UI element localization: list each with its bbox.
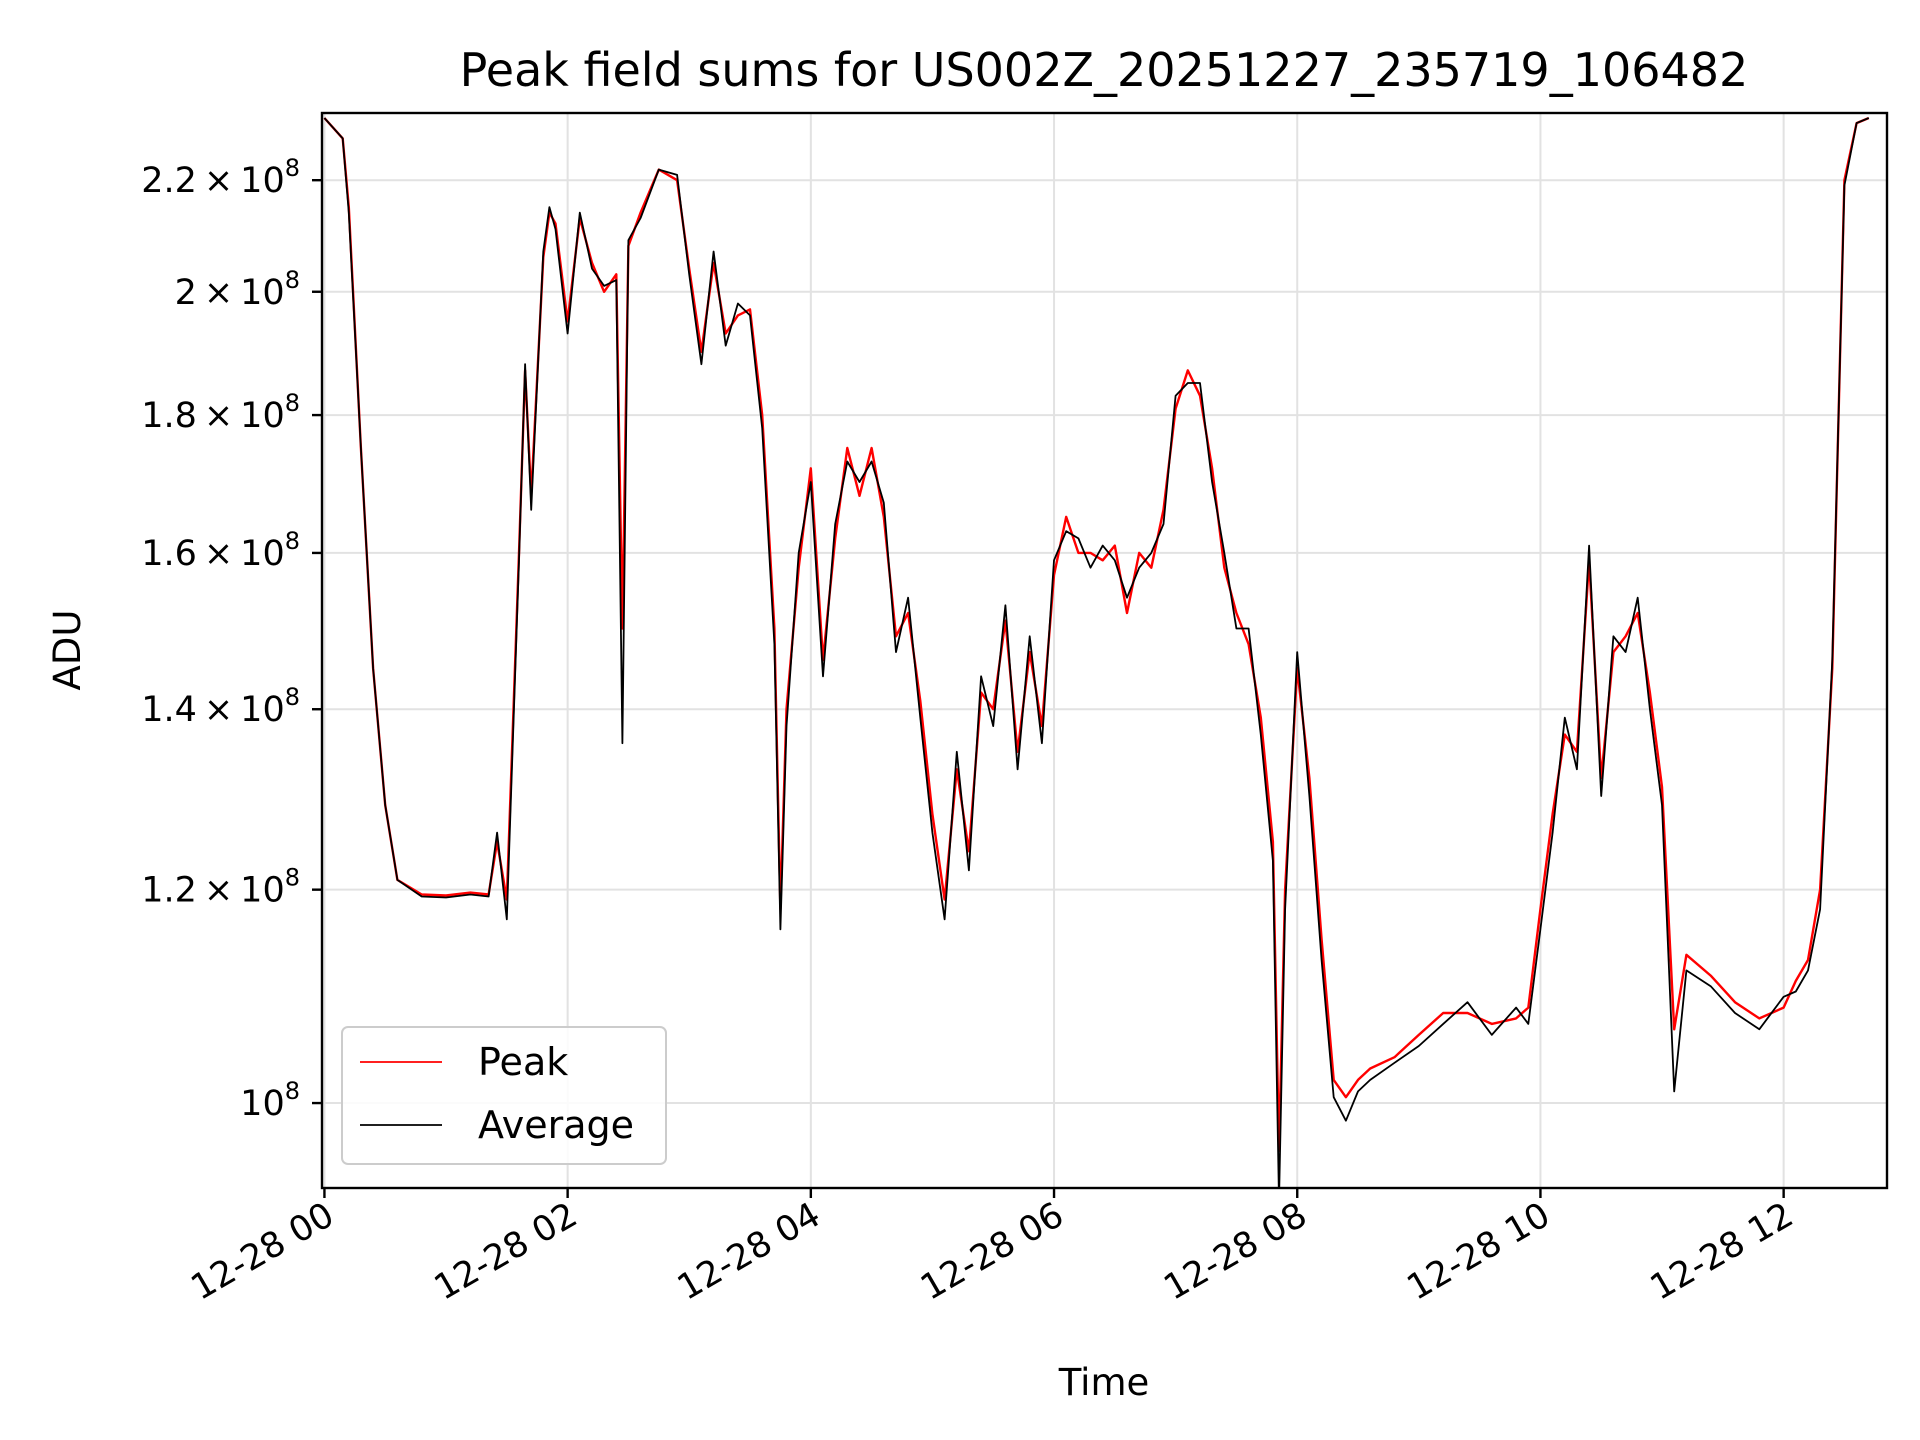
plot-series (323, 116, 1870, 1188)
y-tick-label: 2.2 × 108 (141, 154, 300, 201)
y-tick-label: 1.4 × 108 (141, 683, 300, 730)
plot-frame (320, 111, 1889, 1190)
series-average-line (323, 117, 1870, 1188)
x-tick-label: 12-28 04 (671, 1195, 827, 1308)
legend-peak-label: Peak (478, 1040, 568, 1084)
y-axis-ticks: 108 1.2 × 108 1.4 × 108 1.6 × 108 1.8 × 108 2… (141, 154, 322, 1124)
legend: Peak Average (341, 1026, 667, 1165)
x-tick-label: 12-28 08 (1157, 1195, 1313, 1308)
x-tick-label: 12-28 02 (428, 1195, 584, 1308)
x-tick-label: 12-28 00 (185, 1195, 341, 1308)
chart-title: Peak field sums for US002Z_20251227_2357… (460, 43, 1749, 97)
y-tick-label: 108 (240, 1077, 300, 1124)
x-axis-label: Time (1058, 1361, 1150, 1404)
grid-lines (322, 113, 1887, 1188)
x-axis-ticks: 12-28 00 12-28 02 12-28 04 12-28 06 12-28 08… (185, 1188, 1800, 1308)
y-tick-label: 2 × 108 (175, 266, 300, 313)
series-peak-line (323, 116, 1870, 1153)
y-tick-label: 1.2 × 108 (141, 864, 300, 911)
x-tick-label: 12-28 06 (914, 1195, 1070, 1308)
y-tick-label: 1.6 × 108 (141, 527, 300, 574)
x-tick-label: 12-28 10 (1401, 1195, 1557, 1308)
y-axis-label: ADU (46, 610, 89, 691)
x-tick-label: 12-28 12 (1644, 1195, 1800, 1308)
legend-average-label: Average (478, 1103, 634, 1147)
y-tick-label: 1.8 × 108 (141, 389, 300, 436)
